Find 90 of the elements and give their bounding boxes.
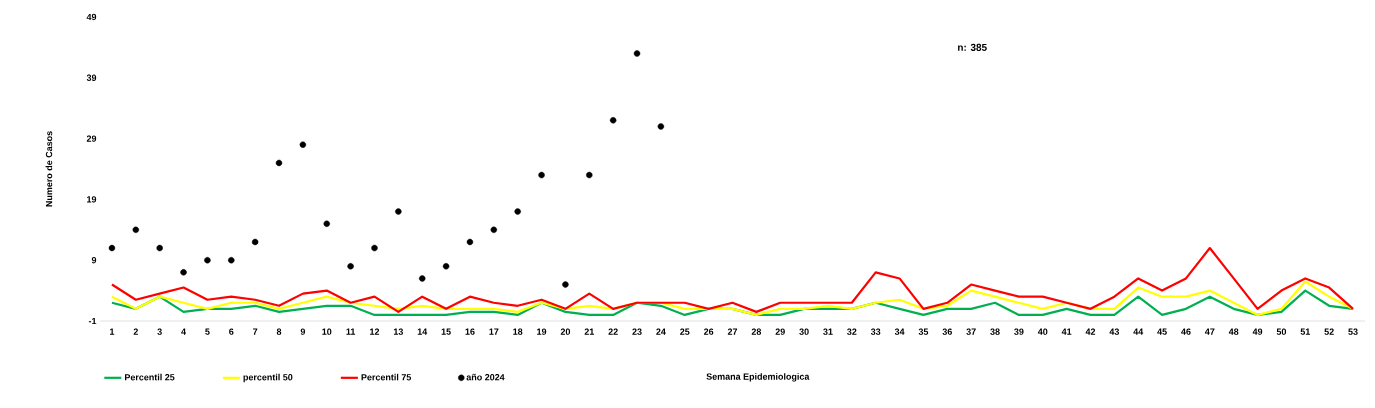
x-tick-label: 18 bbox=[513, 328, 523, 335]
x-tick-label: 33 bbox=[870, 328, 881, 335]
x-axis-title: Semana Epidemiologica bbox=[706, 373, 810, 382]
legend-label: Percentil 75 bbox=[361, 373, 412, 381]
y-tick-label: -1 bbox=[88, 317, 97, 325]
point bbox=[132, 226, 140, 233]
x-tick-label: 48 bbox=[1228, 328, 1239, 335]
x-tick-label: 10 bbox=[322, 328, 332, 335]
x-tick-label: 15 bbox=[441, 328, 451, 335]
x-tick-label: 32 bbox=[847, 328, 857, 335]
point bbox=[633, 50, 641, 57]
annotation: n: 385 bbox=[958, 43, 987, 51]
x-tick-label: 11 bbox=[346, 328, 356, 335]
x-tick-label: 37 bbox=[966, 328, 976, 335]
point bbox=[180, 269, 187, 276]
x-tick-label: 3 bbox=[157, 328, 162, 335]
x-tick-label: 24 bbox=[656, 328, 666, 335]
point bbox=[371, 244, 378, 252]
x-tick-label: 40 bbox=[1037, 328, 1048, 335]
x-tick-label: 6 bbox=[229, 328, 234, 335]
x-tick-label: 22 bbox=[608, 328, 618, 335]
x-tick-label: 23 bbox=[632, 328, 642, 335]
point bbox=[204, 257, 211, 264]
point bbox=[586, 171, 593, 179]
point bbox=[490, 226, 498, 233]
x-tick-label: 52 bbox=[1324, 328, 1334, 335]
legend-label: percentil 50 bbox=[243, 373, 293, 383]
x-tick-label: 34 bbox=[894, 328, 905, 335]
y-axis-title: Numero de Casos bbox=[45, 131, 53, 207]
x-tick-label: 39 bbox=[1014, 328, 1024, 335]
x-tick-label: 26 bbox=[703, 328, 714, 335]
x-tick-label: 36 bbox=[942, 328, 952, 335]
point bbox=[275, 159, 283, 167]
x-tick-label: 1 bbox=[110, 328, 115, 335]
x-tick-label: 38 bbox=[990, 328, 1000, 335]
x-tick-label: 27 bbox=[727, 328, 738, 335]
x-tick-label: 46 bbox=[1181, 328, 1191, 335]
point bbox=[466, 238, 474, 246]
legend-label: Percentil 25 bbox=[124, 373, 175, 381]
point bbox=[156, 244, 163, 252]
point bbox=[347, 263, 354, 270]
x-tick-label: 16 bbox=[465, 328, 475, 335]
y-tick-label: 39 bbox=[86, 74, 97, 81]
point bbox=[609, 117, 617, 124]
x-tick-label: 43 bbox=[1109, 328, 1120, 335]
x-tick-label: 28 bbox=[751, 328, 762, 335]
x-tick-label: 29 bbox=[775, 328, 785, 335]
y-tick-label: 19 bbox=[87, 196, 97, 203]
x-tick-label: 53 bbox=[1348, 328, 1358, 335]
point bbox=[323, 220, 330, 227]
point bbox=[108, 244, 116, 252]
x-tick-label: 30 bbox=[799, 328, 809, 335]
x-tick-label: 17 bbox=[489, 328, 499, 335]
x-tick-label: 25 bbox=[680, 328, 690, 335]
point bbox=[442, 263, 450, 270]
x-tick-label: 12 bbox=[370, 328, 380, 335]
x-tick-label: 42 bbox=[1085, 328, 1096, 335]
x-tick-label: 41 bbox=[1061, 328, 1072, 335]
legend-label: año 2024 bbox=[466, 373, 505, 381]
x-tick-label: 45 bbox=[1157, 328, 1167, 335]
x-tick-label: 19 bbox=[537, 328, 547, 335]
x-tick-label: 35 bbox=[918, 328, 929, 335]
x-tick-label: 9 bbox=[300, 328, 306, 335]
x-tick-label: 50 bbox=[1276, 328, 1287, 335]
point bbox=[538, 171, 545, 179]
x-tick-label: 14 bbox=[417, 328, 428, 335]
point bbox=[299, 141, 307, 148]
x-tick-label: 51 bbox=[1300, 328, 1311, 335]
x-tick-label: 49 bbox=[1252, 328, 1263, 335]
x-tick-label: 8 bbox=[276, 328, 282, 335]
x-tick-label: 20 bbox=[560, 328, 571, 335]
point bbox=[228, 257, 235, 264]
point bbox=[514, 208, 521, 215]
point bbox=[657, 123, 665, 130]
x-tick-label: 44 bbox=[1133, 328, 1144, 335]
x-tick-label: 31 bbox=[823, 328, 833, 335]
point bbox=[251, 238, 259, 246]
x-tick-label: 21 bbox=[584, 328, 595, 335]
x-tick-label: 47 bbox=[1204, 328, 1215, 335]
y-tick-label: 29 bbox=[86, 135, 97, 142]
point bbox=[395, 208, 402, 215]
x-tick-label: 4 bbox=[181, 328, 186, 335]
x-tick-label: 7 bbox=[253, 328, 258, 335]
x-tick-label: 5 bbox=[205, 328, 210, 335]
point bbox=[562, 281, 569, 288]
x-tick-label: 13 bbox=[393, 328, 403, 335]
point bbox=[419, 275, 426, 282]
y-tick-label: 9 bbox=[91, 257, 97, 264]
y-tick-label: 49 bbox=[86, 13, 97, 21]
x-tick-label: 2 bbox=[133, 328, 138, 335]
